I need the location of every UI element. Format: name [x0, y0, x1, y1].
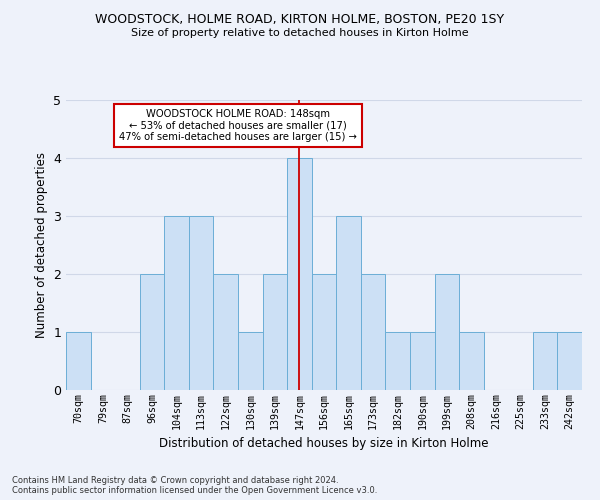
Bar	[459, 332, 484, 390]
Bar	[361, 274, 385, 390]
Text: Contains HM Land Registry data © Crown copyright and database right 2024.
Contai: Contains HM Land Registry data © Crown c…	[12, 476, 377, 495]
Text: WOODSTOCK HOLME ROAD: 148sqm
← 53% of detached houses are smaller (17)
47% of se: WOODSTOCK HOLME ROAD: 148sqm ← 53% of de…	[119, 108, 357, 142]
Bar	[410, 332, 434, 390]
Bar	[312, 274, 336, 390]
Bar	[336, 216, 361, 390]
Bar	[263, 274, 287, 390]
Bar	[557, 332, 582, 390]
Bar	[385, 332, 410, 390]
Bar	[66, 332, 91, 390]
Y-axis label: Number of detached properties: Number of detached properties	[35, 152, 47, 338]
Text: Size of property relative to detached houses in Kirton Holme: Size of property relative to detached ho…	[131, 28, 469, 38]
Bar	[434, 274, 459, 390]
X-axis label: Distribution of detached houses by size in Kirton Holme: Distribution of detached houses by size …	[159, 437, 489, 450]
Bar	[533, 332, 557, 390]
Bar	[287, 158, 312, 390]
Bar	[140, 274, 164, 390]
Bar	[189, 216, 214, 390]
Bar	[164, 216, 189, 390]
Bar	[238, 332, 263, 390]
Text: WOODSTOCK, HOLME ROAD, KIRTON HOLME, BOSTON, PE20 1SY: WOODSTOCK, HOLME ROAD, KIRTON HOLME, BOS…	[95, 12, 505, 26]
Bar	[214, 274, 238, 390]
